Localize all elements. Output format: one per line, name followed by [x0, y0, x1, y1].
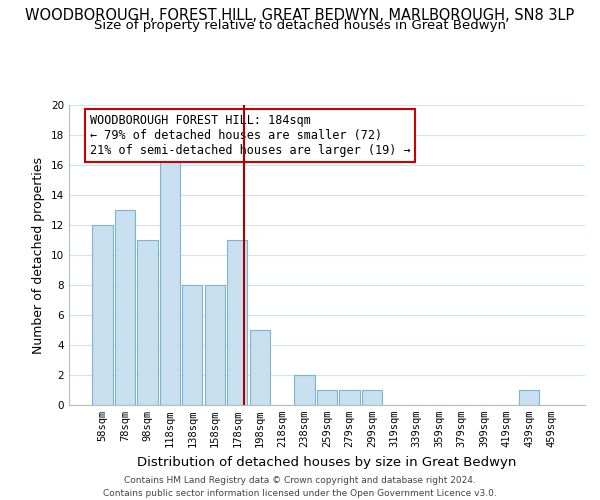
- Bar: [205, 285, 225, 405]
- Bar: [250, 330, 270, 405]
- Text: WOODBOROUGH, FOREST HILL, GREAT BEDWYN, MARLBOROUGH, SN8 3LP: WOODBOROUGH, FOREST HILL, GREAT BEDWYN, …: [25, 8, 575, 22]
- Bar: [160, 150, 180, 405]
- Bar: [137, 240, 158, 405]
- Y-axis label: Number of detached properties: Number of detached properties: [32, 156, 46, 354]
- Text: WOODBOROUGH FOREST HILL: 184sqm
← 79% of detached houses are smaller (72)
21% of: WOODBOROUGH FOREST HILL: 184sqm ← 79% of…: [89, 114, 410, 157]
- Text: Size of property relative to detached houses in Great Bedwyn: Size of property relative to detached ho…: [94, 19, 506, 32]
- Bar: [115, 210, 135, 405]
- Bar: [227, 240, 247, 405]
- Bar: [519, 390, 539, 405]
- Bar: [182, 285, 202, 405]
- Bar: [340, 390, 359, 405]
- X-axis label: Distribution of detached houses by size in Great Bedwyn: Distribution of detached houses by size …: [137, 456, 517, 468]
- Bar: [362, 390, 382, 405]
- Bar: [317, 390, 337, 405]
- Bar: [92, 225, 113, 405]
- Bar: [295, 375, 314, 405]
- Text: Contains HM Land Registry data © Crown copyright and database right 2024.
Contai: Contains HM Land Registry data © Crown c…: [103, 476, 497, 498]
